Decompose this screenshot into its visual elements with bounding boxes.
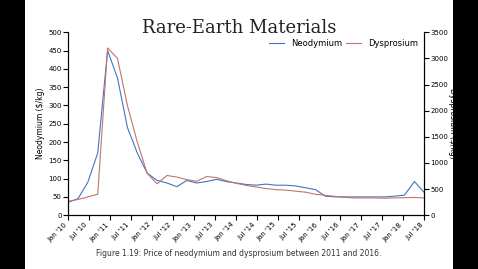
Neodymium xyxy=(313,188,318,191)
Neodymium xyxy=(115,76,120,80)
Neodymium xyxy=(283,183,289,187)
Dysprosium xyxy=(273,188,279,191)
Y-axis label: Dysprosium ($/kg): Dysprosium ($/kg) xyxy=(448,88,457,159)
Neodymium xyxy=(214,178,219,181)
Dysprosium xyxy=(224,179,229,182)
Neodymium xyxy=(323,194,328,198)
Dysprosium xyxy=(372,196,378,200)
Neodymium xyxy=(154,179,160,182)
Dysprosium xyxy=(233,182,239,185)
Neodymium xyxy=(402,193,407,197)
Dysprosium xyxy=(174,175,180,179)
Dysprosium xyxy=(75,198,81,201)
Neodymium xyxy=(342,195,348,199)
Dysprosium xyxy=(412,196,417,199)
Neodymium xyxy=(224,180,229,183)
Neodymium xyxy=(95,151,100,155)
Dysprosium xyxy=(263,187,269,190)
Neodymium xyxy=(125,126,130,129)
Neodymium xyxy=(263,182,269,186)
Dysprosium xyxy=(303,191,308,194)
Dysprosium xyxy=(352,196,358,200)
Neodymium xyxy=(362,195,368,199)
Dysprosium xyxy=(134,140,140,144)
Dysprosium xyxy=(144,172,150,175)
Legend: Neodymium, Dysprosium: Neodymium, Dysprosium xyxy=(267,36,420,51)
Neodymium xyxy=(233,181,239,185)
Neodymium xyxy=(65,201,71,204)
Neodymium xyxy=(392,194,398,198)
Neodymium xyxy=(164,181,170,185)
Dysprosium xyxy=(115,57,120,60)
Neodymium xyxy=(273,183,279,187)
Neodymium xyxy=(332,195,338,199)
Dysprosium xyxy=(283,189,289,192)
Text: Figure 1.19: Price of neodymium and dysprosium between 2011 and 2016.: Figure 1.19: Price of neodymium and dysp… xyxy=(96,249,382,258)
Dysprosium xyxy=(194,180,199,183)
Line: Neodymium: Neodymium xyxy=(68,51,424,202)
Neodymium xyxy=(412,180,417,183)
Text: Rare-Earth Materials: Rare-Earth Materials xyxy=(142,19,336,37)
Neodymium xyxy=(194,181,199,185)
Dysprosium xyxy=(402,196,407,199)
Neodymium xyxy=(85,181,91,184)
Neodymium xyxy=(75,197,81,200)
Dysprosium xyxy=(243,184,249,187)
Y-axis label: Neodymium ($/kg): Neodymium ($/kg) xyxy=(36,88,45,160)
Dysprosium xyxy=(125,104,130,107)
Dysprosium xyxy=(332,195,338,198)
Line: Dysprosium: Dysprosium xyxy=(68,48,424,201)
Dysprosium xyxy=(382,197,388,200)
Dysprosium xyxy=(204,175,209,178)
Neodymium xyxy=(352,195,358,199)
Dysprosium xyxy=(105,46,110,49)
Neodymium xyxy=(144,172,150,175)
Dysprosium xyxy=(154,182,160,185)
Neodymium xyxy=(303,186,308,189)
Dysprosium xyxy=(214,176,219,179)
Dysprosium xyxy=(164,174,170,177)
Neodymium xyxy=(134,151,140,155)
Dysprosium xyxy=(342,196,348,199)
Neodymium xyxy=(372,195,378,199)
Dysprosium xyxy=(323,194,328,197)
Dysprosium xyxy=(362,196,368,200)
Neodymium xyxy=(253,183,259,187)
Neodymium xyxy=(293,184,299,187)
Dysprosium xyxy=(392,196,398,200)
Dysprosium xyxy=(65,200,71,203)
Dysprosium xyxy=(85,195,91,199)
Neodymium xyxy=(204,180,209,183)
Neodymium xyxy=(422,191,427,194)
Neodymium xyxy=(243,183,249,186)
Dysprosium xyxy=(293,190,299,193)
Dysprosium xyxy=(253,185,259,189)
Dysprosium xyxy=(184,178,190,181)
Neodymium xyxy=(382,195,388,199)
Dysprosium xyxy=(422,196,427,200)
Neodymium xyxy=(105,49,110,52)
Dysprosium xyxy=(95,193,100,196)
Dysprosium xyxy=(313,193,318,196)
Neodymium xyxy=(174,185,180,188)
Neodymium xyxy=(184,179,190,182)
